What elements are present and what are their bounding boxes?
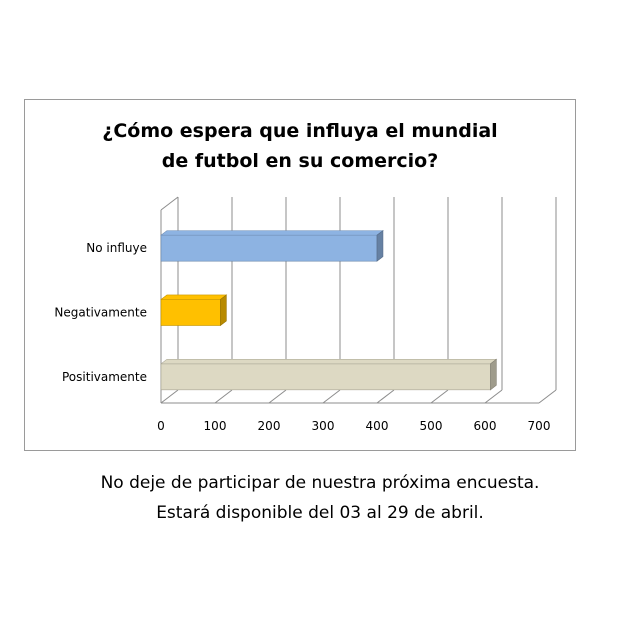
x-tick-label-0: 0: [157, 419, 165, 433]
x-tick-label-600: 600: [474, 419, 497, 433]
bar-1-side: [376, 230, 384, 262]
category-label-3: Positivamente: [62, 370, 147, 384]
x-tick-label-100: 100: [204, 419, 227, 433]
chart-frame: ¿Cómo espera que influya el mundial de f…: [24, 99, 576, 451]
chart-title-line-1: ¿Cómo espera que influya el mundial: [102, 120, 498, 142]
bar-3-side: [490, 358, 497, 391]
bar-3: [160, 363, 491, 391]
side-wall-top: [160, 196, 179, 211]
gridline-floor: [268, 389, 287, 404]
bar-2: [160, 299, 221, 326]
gridline-floor: [160, 389, 179, 404]
bar-chart: No influye Negativamente Positivamente 0 100…: [54, 196, 557, 433]
x-tick-label-400: 400: [366, 419, 389, 433]
category-label-2: Negativamente: [54, 306, 147, 320]
gridline-floor: [484, 389, 503, 404]
caption-line-1: No deje de participar de nuestra próxima…: [100, 473, 540, 493]
x-tick-label-300: 300: [312, 419, 335, 433]
chart-title-line-2: de futbol en su comercio?: [161, 150, 439, 172]
x-tick-label-700: 700: [528, 419, 551, 433]
bar-1: [160, 234, 378, 262]
bar-1-top: [160, 230, 384, 236]
chart-title: ¿Cómo espera que influya el mundial de f…: [25, 116, 575, 176]
gridline-floor: [322, 389, 341, 404]
gridline-floor: [430, 389, 449, 404]
gridline-floor: [376, 389, 395, 404]
category-label-1: No influye: [86, 241, 147, 255]
caption-line-2: Estará disponible del 03 al 29 de abril.: [156, 503, 484, 523]
x-tick-label-200: 200: [258, 419, 281, 433]
x-tick-label-500: 500: [420, 419, 443, 433]
gridline-floor: [214, 389, 233, 404]
bar-2-top: [160, 294, 228, 300]
gridline-floor: [538, 389, 557, 404]
survey-caption: No deje de participar de nuestra próxima…: [0, 468, 640, 528]
bar-3-top: [160, 358, 498, 365]
bar-2-side: [220, 294, 227, 327]
